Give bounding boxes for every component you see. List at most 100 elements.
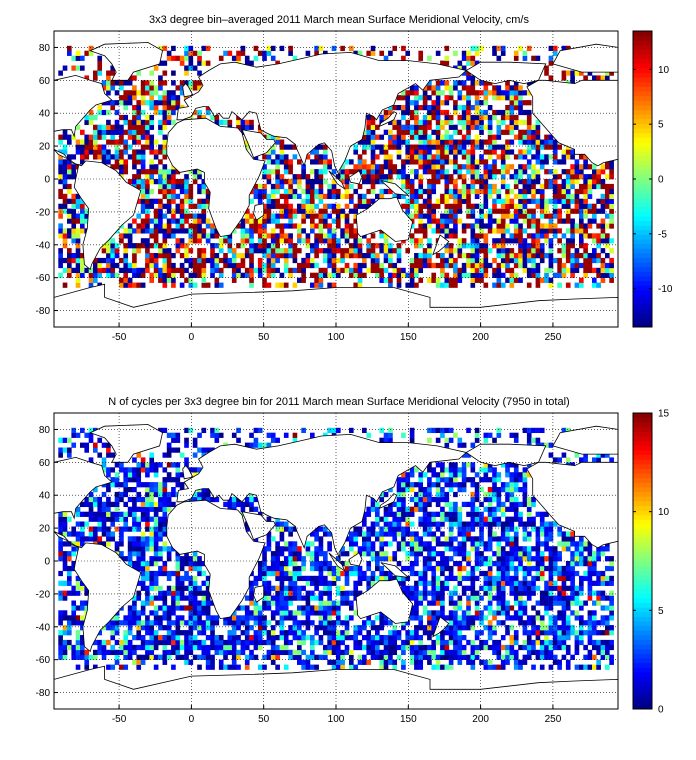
heatmap-cell [62,565,68,572]
heatmap-cell [123,144,129,150]
heatmap-cell [531,620,536,626]
heatmap-cell [314,580,319,586]
heatmap-cell [444,183,450,190]
heatmap-cell [257,243,263,249]
heatmap-cell [119,282,124,288]
heatmap-cell [244,605,250,611]
heatmap-cell [531,585,536,591]
heatmap-cell [427,169,432,175]
heatmap-cell [418,164,424,170]
heatmap-cell [184,248,189,254]
heatmap-cell [461,149,467,155]
heatmap-cell [262,605,267,611]
heatmap-cell [223,262,228,269]
heatmap-cell [401,109,406,116]
heatmap-cell [609,223,614,229]
heatmap-cell [106,139,111,145]
heatmap-cell [266,45,272,52]
colorbar-segment [633,165,652,171]
heatmap-cell [67,253,72,259]
heatmap-cell [331,600,337,606]
heatmap-cell [93,277,98,283]
heatmap-cell [509,124,515,130]
heatmap-cell [461,174,467,180]
heatmap-cell [71,208,77,214]
heatmap-cell [574,164,580,170]
heatmap-cell [210,659,215,665]
heatmap-cell [58,223,63,229]
heatmap-cell [349,228,354,234]
heatmap-cell [522,659,528,665]
heatmap-cell [414,654,419,660]
heatmap-cell [526,119,532,126]
heatmap-cell [518,595,523,601]
heatmap-cell [457,546,463,552]
heatmap-cell [84,218,90,224]
heatmap-cell [197,169,202,175]
heatmap-cell [158,159,163,165]
heatmap-cell [158,179,163,185]
heatmap-cell [249,649,254,656]
heatmap-cell [297,659,302,665]
heatmap-cell [509,248,515,254]
heatmap-cell [93,267,98,274]
heatmap-cell [336,243,341,249]
heatmap-cell [249,223,254,229]
heatmap-cell [470,144,476,150]
heatmap-cell [149,639,155,646]
heatmap-cell [275,139,280,145]
heatmap-cell [314,664,319,670]
heatmap-cell [153,90,159,96]
heatmap-cell [323,238,328,244]
heatmap-cell [435,590,441,596]
heatmap-cell [158,149,163,155]
heatmap-cell [492,257,497,264]
heatmap-cell [496,272,502,278]
heatmap-cell [518,129,523,135]
heatmap-cell [101,541,107,547]
heatmap-cell [466,198,471,204]
heatmap-cell [123,129,129,135]
heatmap-cell [75,282,81,288]
heatmap-cell [58,595,63,601]
heatmap-cell [257,267,263,274]
heatmap-cell [192,272,198,278]
heatmap-cell [336,575,341,582]
heatmap-cell [318,639,324,646]
heatmap-cell [505,659,510,665]
heatmap-cell [461,124,467,130]
heatmap-cell [140,575,146,582]
heatmap-cell [158,248,163,254]
heatmap-cell [579,164,584,170]
heatmap-cell [353,630,359,636]
heatmap-cell [596,659,601,665]
heatmap-cell [158,565,163,572]
heatmap-cell [158,169,163,175]
heatmap-cell [331,644,337,651]
heatmap-cell [552,644,558,651]
heatmap-cell [600,590,606,596]
heatmap-cell [388,188,393,195]
heatmap-cell [466,620,471,626]
heatmap-cell [327,257,332,264]
heatmap-cell [132,174,137,180]
heatmap-cell [262,556,267,562]
heatmap-cell [145,114,150,121]
heatmap-cell [58,154,63,160]
heatmap-cell [587,551,593,557]
heatmap-cell [427,198,432,204]
heatmap-cell [279,238,285,244]
heatmap-cell [301,575,306,582]
heatmap-cell [236,223,241,229]
heatmap-cell [414,600,419,606]
heatmap-cell [301,561,306,567]
heatmap-cell [483,546,489,552]
heatmap-cell [362,253,367,259]
heatmap-cell [375,193,380,200]
heatmap-cell [531,144,536,150]
heatmap-cell [179,620,185,626]
heatmap-cell [344,615,350,621]
heatmap-cell [496,253,502,259]
heatmap-cell [405,50,411,56]
heatmap-cell [62,134,68,140]
